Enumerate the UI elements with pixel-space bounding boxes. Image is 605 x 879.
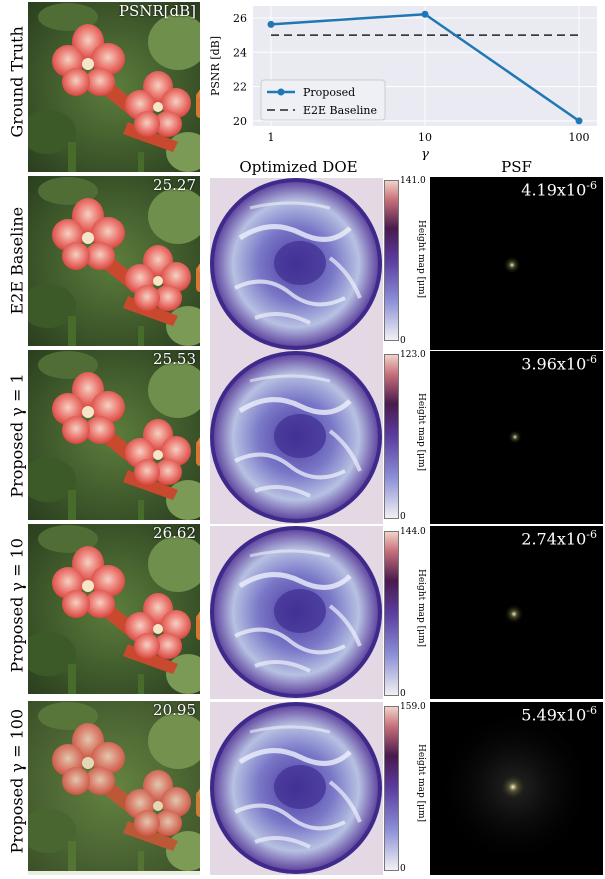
e2e-baseline-image: 25.27: [28, 176, 200, 346]
colorbar-max: 144.0: [400, 527, 426, 537]
colorbar-label: Height map [μm]: [416, 393, 426, 472]
psf-gamma1: 3.96x10-6: [430, 351, 603, 524]
x-tick-label: 1: [268, 131, 275, 144]
colorbar-min: 0: [400, 336, 406, 346]
data-point-proposed: [267, 20, 275, 28]
x-tick-label: 10: [418, 131, 432, 144]
colorbar-min: 0: [400, 689, 406, 699]
doe-height-map-gamma10: [210, 526, 383, 699]
psf-e2e: 4.19x10-6: [430, 177, 603, 350]
colorbar-max: 123.0: [400, 350, 426, 360]
doe-height-map-gamma100: [210, 702, 383, 875]
legend-label-proposed: Proposed: [303, 86, 355, 99]
colorbar-min: 0: [400, 512, 406, 522]
psf-gamma10: 2.74x10-6: [430, 526, 603, 699]
y-axis-label: PSNR [dB]: [209, 36, 222, 96]
row-label-proposed-10: Proposed γ = 10: [7, 538, 27, 673]
psnr-value: 25.27: [153, 176, 196, 194]
colorbar-min: 0: [400, 864, 406, 874]
psnr-value: 25.53: [153, 350, 196, 368]
data-point-proposed: [421, 10, 429, 18]
colorbar-max: 159.0: [400, 702, 426, 712]
proposed-gamma1-image: 25.53: [28, 350, 200, 520]
doe-height-map-gamma1: [210, 351, 383, 524]
data-point-proposed: [575, 117, 583, 125]
row-label-e2e-baseline: E2E Baseline: [7, 206, 27, 315]
row-label-proposed-100: Proposed γ = 100: [7, 708, 27, 854]
psf-peak-value: 5.49x10-6: [521, 704, 597, 725]
psf-peak-value: 2.74x10-6: [521, 528, 597, 549]
x-tick-label: 100: [569, 131, 590, 144]
column-header-doe: Optimized DOE: [239, 158, 358, 176]
x-axis-label: γ: [421, 147, 429, 160]
colorbar-label: Height map [μm]: [416, 220, 426, 299]
psnr-value: 26.62: [153, 524, 196, 542]
colorbar-label: Height map [μm]: [416, 569, 426, 648]
y-tick-label: 22: [233, 81, 247, 94]
psnr-value: 20.95: [153, 701, 196, 719]
legend-marker-proposed: [277, 88, 285, 96]
column-header-psf: PSF: [501, 158, 532, 176]
legend-box: [260, 79, 386, 121]
proposed-gamma10-image: 26.62: [28, 524, 200, 696]
psnr-vs-gamma-chart: 20 22 24 26 1 10 100 γ PSNR [dB] Proposed E2E Base…: [209, 6, 597, 160]
row-label-proposed-1: Proposed γ = 1: [7, 373, 27, 498]
doe-height-map-e2e: [210, 178, 383, 351]
colorbar-label: Height map [μm]: [416, 744, 426, 823]
psnr-label: PSNR[dB]: [118, 2, 196, 20]
psf-gamma100: 5.49x10-6: [430, 702, 603, 875]
row-label-ground-truth: Ground Truth: [7, 26, 27, 138]
legend-label-baseline: E2E Baseline: [303, 104, 377, 117]
psf-peak-value: 4.19x10-6: [521, 179, 597, 200]
ground-truth-image: PSNR[dB]: [28, 2, 200, 172]
colorbar-max: 141.0: [400, 176, 426, 186]
psf-peak-value: 3.96x10-6: [521, 353, 597, 374]
y-tick-label: 24: [233, 46, 247, 59]
y-tick-label: 26: [233, 12, 247, 25]
y-tick-label: 20: [233, 115, 247, 128]
proposed-gamma100-image: 20.95: [28, 701, 200, 875]
